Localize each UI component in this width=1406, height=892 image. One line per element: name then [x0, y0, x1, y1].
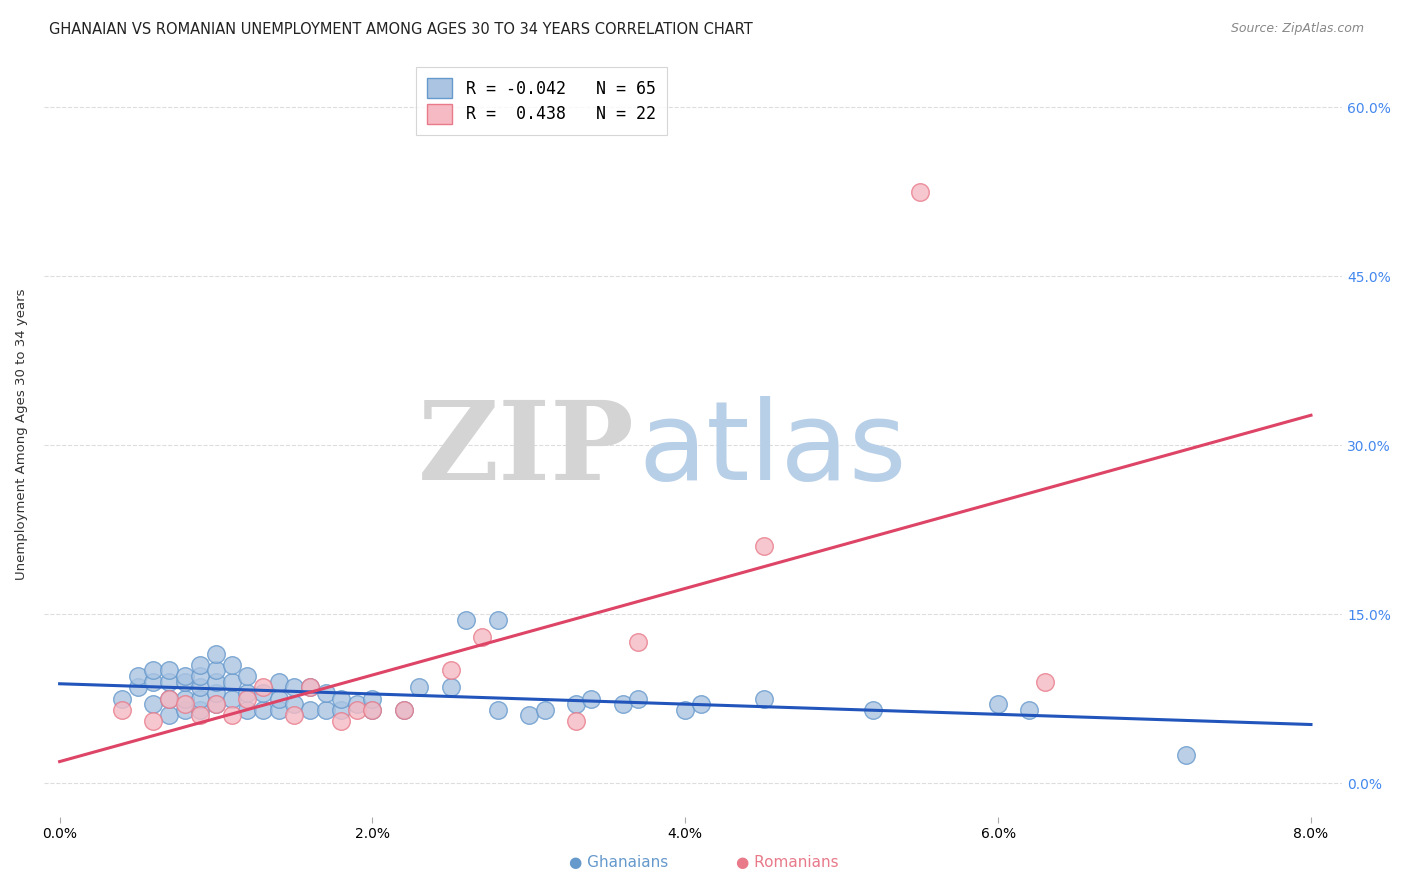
Ghanaians [752, 691, 775, 706]
Romanians [908, 185, 931, 199]
Ghanaians [157, 674, 180, 689]
Ghanaians [173, 674, 195, 689]
Ghanaians [283, 697, 305, 711]
Ghanaians [298, 681, 321, 695]
Romanians [471, 630, 494, 644]
Ghanaians [205, 697, 228, 711]
Romanians [392, 703, 415, 717]
Ghanaians [486, 703, 509, 717]
Ghanaians [1174, 747, 1197, 762]
Romanians [142, 714, 165, 728]
Ghanaians [267, 674, 290, 689]
Ghanaians [673, 703, 696, 717]
Ghanaians [690, 697, 713, 711]
Ghanaians [862, 703, 884, 717]
Ghanaians [456, 613, 478, 627]
Ghanaians [298, 703, 321, 717]
Ghanaians [267, 703, 290, 717]
Ghanaians [190, 681, 212, 695]
Romanians [236, 691, 259, 706]
Ghanaians [173, 691, 195, 706]
Ghanaians [205, 674, 228, 689]
Romanians [346, 703, 368, 717]
Ghanaians [142, 697, 165, 711]
Ghanaians [517, 708, 540, 723]
Romanians [221, 708, 243, 723]
Ghanaians [157, 664, 180, 678]
Romanians [361, 703, 384, 717]
Ghanaians [330, 691, 353, 706]
Ghanaians [236, 703, 259, 717]
Ghanaians [142, 674, 165, 689]
Text: ZIP: ZIP [418, 396, 634, 502]
Ghanaians [127, 669, 149, 683]
Ghanaians [221, 674, 243, 689]
Legend: R = -0.042   N = 65, R =  0.438   N = 22: R = -0.042 N = 65, R = 0.438 N = 22 [416, 67, 668, 136]
Ghanaians [267, 691, 290, 706]
Ghanaians [315, 703, 337, 717]
Ghanaians [283, 681, 305, 695]
Ghanaians [392, 703, 415, 717]
Ghanaians [627, 691, 650, 706]
Romanians [298, 681, 321, 695]
Ghanaians [236, 686, 259, 700]
Ghanaians [205, 647, 228, 661]
Ghanaians [533, 703, 555, 717]
Romanians [440, 664, 463, 678]
Ghanaians [221, 691, 243, 706]
Romanians [190, 708, 212, 723]
Ghanaians [252, 686, 274, 700]
Ghanaians [127, 681, 149, 695]
Ghanaians [612, 697, 634, 711]
Text: GHANAIAN VS ROMANIAN UNEMPLOYMENT AMONG AGES 30 TO 34 YEARS CORRELATION CHART: GHANAIAN VS ROMANIAN UNEMPLOYMENT AMONG … [49, 22, 754, 37]
Romanians [283, 708, 305, 723]
Ghanaians [252, 703, 274, 717]
Romanians [627, 635, 650, 649]
Romanians [173, 697, 195, 711]
Ghanaians [408, 681, 430, 695]
Ghanaians [221, 657, 243, 672]
Ghanaians [486, 613, 509, 627]
Ghanaians [190, 657, 212, 672]
Ghanaians [173, 703, 195, 717]
Ghanaians [330, 703, 353, 717]
Ghanaians [157, 691, 180, 706]
Ghanaians [315, 686, 337, 700]
Romanians [1033, 674, 1056, 689]
Romanians [330, 714, 353, 728]
Romanians [205, 697, 228, 711]
Ghanaians [190, 703, 212, 717]
Text: atlas: atlas [638, 396, 907, 502]
Y-axis label: Unemployment Among Ages 30 to 34 years: Unemployment Among Ages 30 to 34 years [15, 288, 28, 580]
Ghanaians [565, 697, 588, 711]
Romanians [252, 681, 274, 695]
Ghanaians [346, 697, 368, 711]
Ghanaians [1018, 703, 1040, 717]
Ghanaians [111, 691, 134, 706]
Ghanaians [205, 664, 228, 678]
Ghanaians [190, 691, 212, 706]
Ghanaians [236, 669, 259, 683]
Romanians [157, 691, 180, 706]
Ghanaians [190, 669, 212, 683]
Text: ● Romanians: ● Romanians [737, 855, 838, 870]
Text: Source: ZipAtlas.com: Source: ZipAtlas.com [1230, 22, 1364, 36]
Romanians [565, 714, 588, 728]
Ghanaians [173, 669, 195, 683]
Ghanaians [440, 681, 463, 695]
Romanians [111, 703, 134, 717]
Text: ● Ghanaians: ● Ghanaians [569, 855, 668, 870]
Ghanaians [581, 691, 603, 706]
Ghanaians [142, 664, 165, 678]
Ghanaians [205, 686, 228, 700]
Ghanaians [361, 691, 384, 706]
Ghanaians [157, 708, 180, 723]
Romanians [752, 540, 775, 554]
Ghanaians [361, 703, 384, 717]
Ghanaians [987, 697, 1010, 711]
